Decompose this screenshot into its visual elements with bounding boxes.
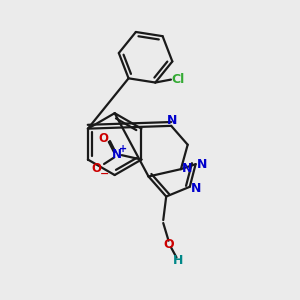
- Text: −: −: [100, 169, 109, 179]
- Text: O: O: [99, 132, 109, 145]
- Text: Cl: Cl: [171, 73, 184, 86]
- Text: N: N: [167, 114, 177, 127]
- Text: N: N: [197, 158, 207, 171]
- Text: N: N: [190, 182, 201, 195]
- Text: N: N: [111, 148, 122, 161]
- Text: O: O: [163, 238, 174, 251]
- Text: H: H: [173, 254, 183, 267]
- Text: +: +: [119, 144, 127, 154]
- Text: O: O: [92, 162, 102, 175]
- Text: N: N: [182, 162, 192, 175]
